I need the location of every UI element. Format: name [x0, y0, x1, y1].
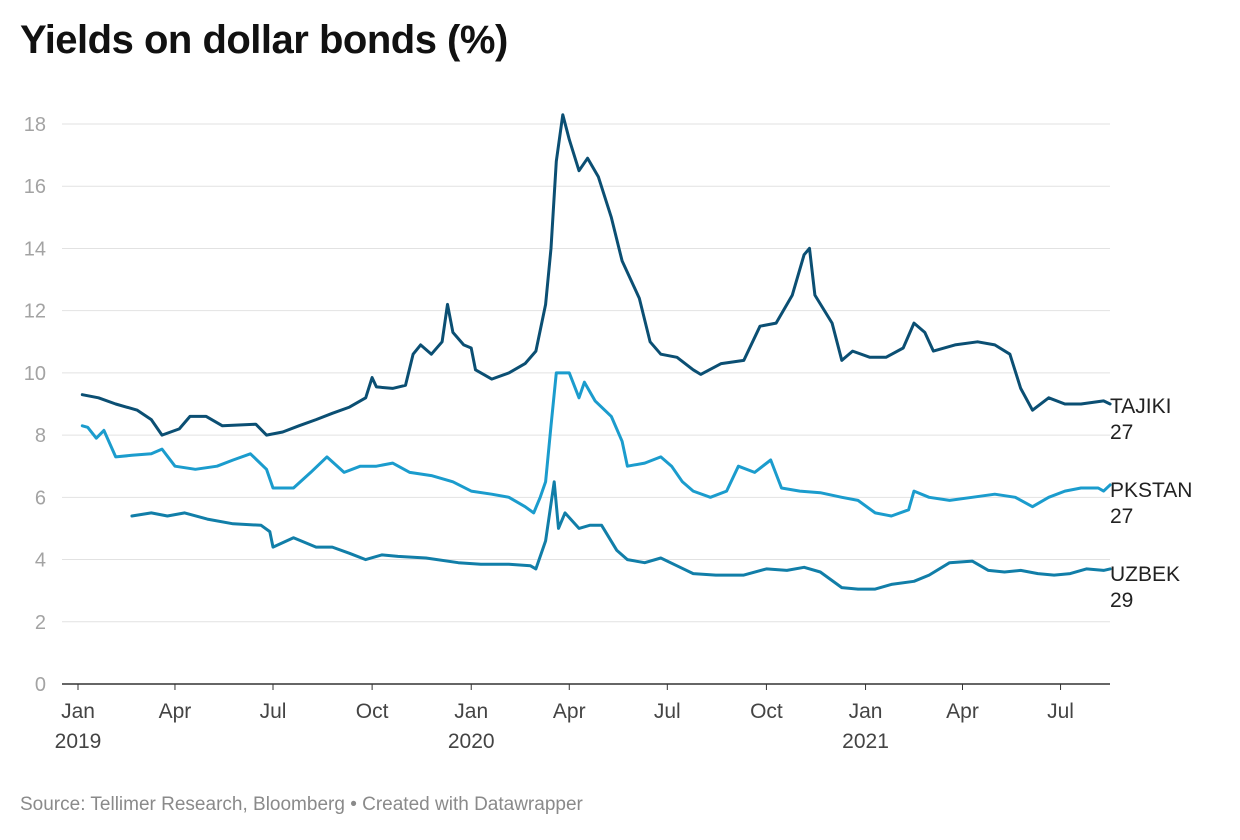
x-tick-label: Jan	[849, 700, 883, 723]
y-tick-label: 10	[24, 363, 46, 385]
series-labels: TAJIKI 27 PKSTAN 27 UZBEK 29	[1110, 395, 1192, 612]
x-tick-label: Apr	[946, 700, 979, 723]
series-lines	[80, 113, 1112, 591]
source-note: Source: Tellimer Research, Bloomberg	[20, 794, 345, 815]
footer-separator: •	[350, 794, 357, 815]
credit-note: Created with Datawrapper	[362, 794, 583, 815]
x-axis-tick-labels: Jan 2019 Apr Jul Oct Jan 2020 Apr Jul Oct Jan 2021 A…	[55, 700, 1074, 753]
series-label: 27	[1110, 505, 1133, 528]
y-tick-label: 6	[35, 487, 46, 509]
x-tick-label: Jul	[654, 700, 681, 723]
x-tick-label: Jan	[61, 700, 95, 723]
x-tick-label: Jul	[1047, 700, 1074, 723]
chart-title: Yields on dollar bonds (%)	[20, 18, 508, 62]
chart-footer: Source: Tellimer Research, Bloomberg • C…	[20, 794, 583, 816]
y-tick-label: 14	[24, 238, 46, 260]
x-tick-label: Oct	[750, 700, 783, 723]
x-tick-label: Apr	[159, 700, 192, 723]
y-tick-label: 0	[35, 674, 46, 696]
series-label: 29	[1110, 589, 1133, 612]
series-label: PKSTAN	[1110, 479, 1192, 502]
y-tick-label: 12	[24, 301, 46, 323]
x-tick-label: Jul	[260, 700, 287, 723]
x-tick-label: Apr	[553, 700, 586, 723]
series-line	[130, 480, 1112, 591]
x-tick-label: Oct	[356, 700, 389, 723]
y-axis-tick-labels: 0 2 4 6 8 10 12 14 16 18	[24, 114, 46, 696]
x-tick-year-label: 2019	[55, 730, 102, 753]
series-line	[80, 113, 1112, 437]
gridlines	[62, 123, 1110, 690]
y-tick-label: 18	[24, 114, 46, 136]
x-tick-year-label: 2021	[842, 730, 889, 753]
series-label: UZBEK	[1110, 563, 1180, 586]
y-tick-label: 2	[35, 612, 46, 634]
series-label: 27	[1110, 421, 1133, 444]
series-line	[80, 371, 1112, 518]
x-tick-year-label: 2020	[448, 730, 495, 753]
series-label: TAJIKI	[1110, 395, 1171, 418]
y-tick-label: 16	[24, 176, 46, 198]
x-tick-label: Jan	[454, 700, 488, 723]
y-tick-label: 8	[35, 425, 46, 447]
y-tick-label: 4	[35, 550, 46, 572]
